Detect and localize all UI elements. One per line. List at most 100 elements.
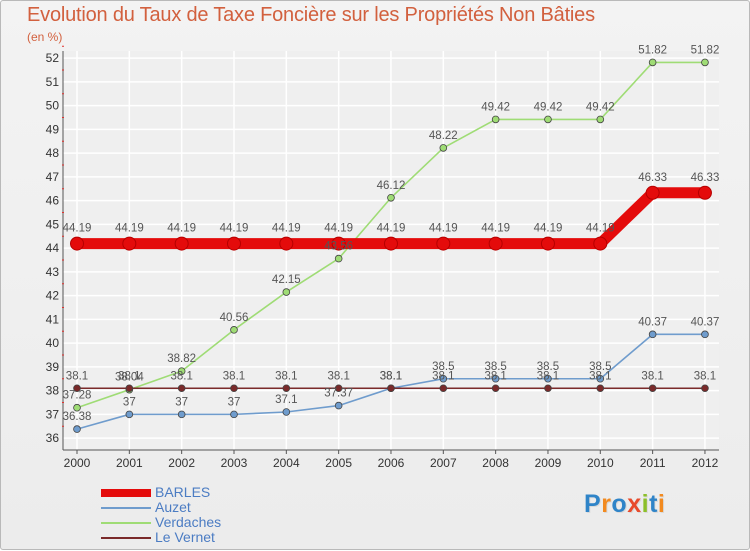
data-label-le-vernet: 38.1	[66, 370, 88, 382]
data-label-barles: 44.19	[429, 223, 458, 235]
data-label-le-vernet: 38.1	[118, 370, 140, 382]
data-point-verdaches	[230, 326, 238, 334]
data-point-barles	[331, 236, 346, 251]
y-tick-label: 38	[46, 384, 60, 398]
y-tick-label: 51	[46, 75, 60, 89]
data-label-verdaches: 49.42	[586, 101, 615, 113]
logo-letter: i	[657, 490, 666, 518]
data-label-le-vernet: 38.1	[589, 370, 611, 382]
legend-item-barles[interactable]: BARLES	[101, 485, 221, 500]
data-point-le-vernet	[73, 384, 81, 393]
data-point-le-vernet	[125, 384, 134, 393]
data-point-auzet	[230, 410, 238, 419]
data-label-barles: 44.19	[324, 223, 353, 235]
y-tick-label: 45	[46, 217, 60, 231]
legend-swatch-barles	[101, 488, 151, 497]
legend-item-verdaches[interactable]: Verdaches	[101, 515, 221, 530]
y-tick-label: 52	[46, 51, 60, 65]
data-point-le-vernet	[596, 384, 605, 393]
data-point-barles	[540, 236, 555, 251]
data-label-le-vernet: 38.1	[484, 370, 506, 382]
data-label-barles: 44.19	[534, 223, 563, 235]
data-point-barles	[383, 236, 398, 251]
data-point-le-vernet	[439, 384, 448, 393]
data-label-le-vernet: 38.1	[170, 370, 192, 382]
data-point-verdaches	[387, 193, 395, 202]
data-point-auzet	[73, 425, 81, 433]
data-point-barles	[697, 185, 712, 200]
data-label-barles: 44.19	[272, 223, 301, 235]
data-point-verdaches	[648, 58, 657, 67]
data-point-verdaches	[334, 254, 343, 263]
data-label-auzet: 37	[175, 396, 188, 408]
data-point-barles	[226, 236, 241, 251]
data-point-le-vernet	[282, 384, 291, 393]
legend-swatch-auzet	[101, 506, 151, 509]
data-point-auzet	[177, 410, 186, 419]
legend-swatch-le-vernet	[101, 536, 151, 539]
x-tick-label: 2005	[325, 456, 352, 470]
legend-swatch-verdaches	[101, 521, 151, 524]
data-label-auzet: 37.1	[275, 394, 297, 406]
data-point-verdaches	[177, 367, 186, 375]
data-label-le-vernet: 38.1	[223, 370, 245, 382]
data-label-barles: 46.33	[691, 172, 720, 184]
data-point-le-vernet	[230, 384, 238, 393]
data-point-auzet	[648, 330, 657, 339]
data-label-auzet: 38.5	[484, 361, 506, 373]
data-point-le-vernet	[491, 384, 500, 393]
data-point-auzet	[439, 374, 448, 383]
data-label-barles: 44.19	[167, 223, 196, 235]
data-point-barles	[593, 236, 608, 251]
legend-item-auzet[interactable]: Auzet	[101, 500, 221, 515]
data-label-barles: 46.33	[638, 172, 667, 184]
data-label-auzet: 40.37	[638, 316, 667, 328]
data-label-verdaches: 51.82	[638, 44, 667, 56]
x-tick-label: 2006	[378, 456, 405, 470]
data-label-barles: 44.19	[377, 223, 406, 235]
y-tick-label: 49	[46, 122, 60, 136]
y-tick-label: 37	[46, 407, 60, 421]
x-tick-label: 2008	[482, 456, 509, 470]
data-point-verdaches	[73, 403, 81, 412]
data-label-barles: 44.19	[220, 223, 249, 235]
y-tick-label: 48	[46, 146, 60, 160]
y-tick-label: 44	[46, 241, 60, 255]
x-tick-label: 2009	[535, 456, 562, 470]
data-label-verdaches: 40.56	[220, 312, 249, 324]
y-tick-label: 46	[46, 194, 60, 208]
data-point-verdaches	[439, 144, 448, 152]
data-point-le-vernet	[648, 384, 657, 393]
data-label-auzet: 37	[228, 396, 241, 408]
y-tick-label: 42	[46, 289, 60, 303]
data-point-le-vernet	[334, 384, 343, 393]
data-label-auzet: 37	[123, 396, 136, 408]
data-point-auzet	[491, 374, 500, 383]
data-point-le-vernet	[387, 384, 395, 393]
data-label-verdaches: 48.22	[429, 130, 458, 142]
data-label-le-vernet: 38.1	[432, 370, 454, 382]
x-tick-label: 2012	[692, 456, 719, 470]
y-tick-label: 50	[46, 99, 60, 113]
legend-item-le-vernet[interactable]: Le Vernet	[101, 530, 221, 545]
y-tick-label: 47	[46, 170, 60, 184]
data-label-le-vernet: 38.1	[327, 370, 349, 382]
legend: BARLES Auzet Verdaches Le Vernet	[101, 485, 221, 545]
data-label-auzet: 37.37	[324, 388, 353, 400]
data-point-barles	[436, 236, 451, 251]
data-label-verdaches: 38.82	[167, 353, 196, 365]
data-point-auzet	[334, 401, 343, 410]
data-point-verdaches	[701, 58, 709, 67]
data-label-auzet: 40.37	[691, 316, 720, 328]
data-point-auzet	[544, 374, 552, 383]
data-point-barles	[279, 236, 294, 251]
y-tick-label: 43	[46, 265, 60, 279]
chart-title: Evolution du Taux de Taxe Foncière sur l…	[27, 4, 595, 26]
data-label-verdaches: 46.12	[377, 180, 406, 192]
data-label-verdaches: 49.42	[534, 101, 563, 113]
data-label-auzet: 38.5	[589, 361, 611, 373]
proxiti-logo: Proxiti	[584, 490, 665, 519]
y-tick-label: 36	[46, 431, 60, 445]
data-point-barles	[174, 236, 189, 251]
